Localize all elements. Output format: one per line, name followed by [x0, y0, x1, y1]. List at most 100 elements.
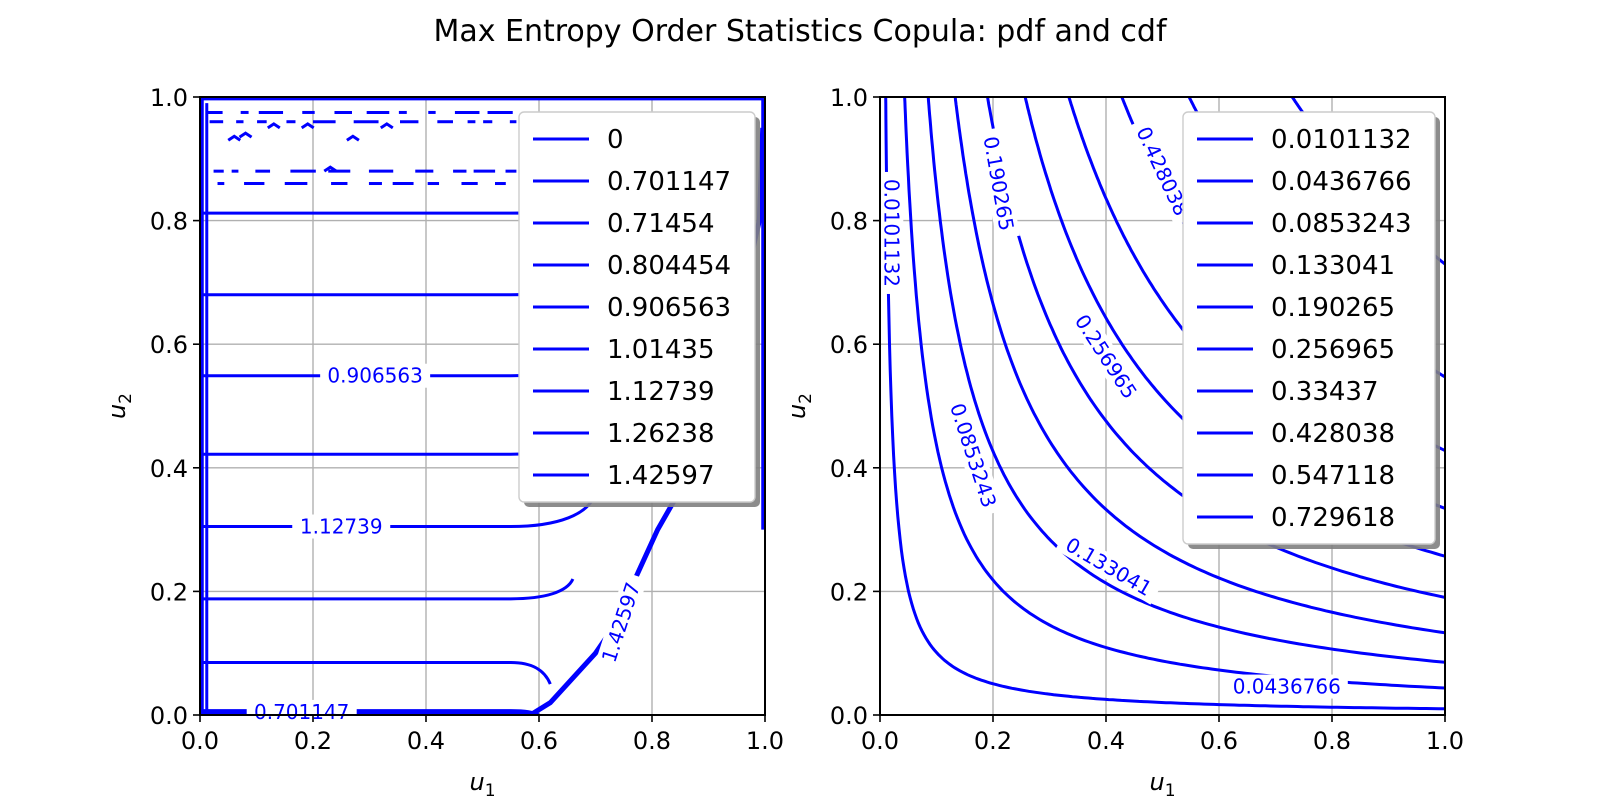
- contour-label-bg: [594, 571, 648, 673]
- x-tick-label: 1.0: [1426, 727, 1464, 755]
- legend-label: 0.256965: [1271, 335, 1395, 365]
- contour-label: 1.12739: [292, 514, 391, 539]
- contour-line: [323, 165, 338, 173]
- x-tick-label: 0.2: [974, 727, 1012, 755]
- legend-box: [518, 111, 756, 503]
- legend-label: 0.804454: [607, 251, 731, 281]
- legend-label: 0.906563: [607, 293, 731, 323]
- y-tick-label: 0.0: [150, 702, 188, 730]
- legend-label: 0.0436766: [1271, 167, 1412, 197]
- cdf-panel: 0.0101132 0.190265 0.428038 0.256965 0.08532…: [783, 84, 1464, 800]
- contour-label: 0.906563: [320, 363, 431, 388]
- legend-label: 0.701147: [607, 167, 731, 197]
- figure-title: Max Entropy Order Statistics Copula: pdf…: [433, 14, 1168, 49]
- legend-entry: 0.0101132: [1197, 125, 1412, 155]
- contour-label-text: 0.0436766: [1233, 675, 1341, 699]
- x-tick-label: 0.0: [181, 727, 219, 755]
- legend-box: [1182, 111, 1436, 545]
- contour-line: [379, 122, 394, 130]
- legend-entry: 0.906563: [533, 293, 731, 323]
- contour-label-bg: [977, 127, 1021, 240]
- y-tick-label: 1.0: [150, 84, 188, 112]
- x-tick-label: 0.4: [1087, 727, 1125, 755]
- legend-entry: 0: [533, 125, 624, 155]
- legend-label: 0.428038: [1271, 419, 1395, 449]
- legend-entry: 0.701147: [533, 167, 731, 197]
- legend-label: 0.547118: [1271, 461, 1395, 491]
- contour-line: [926, 97, 1445, 664]
- legend-entry: 1.12739: [533, 377, 715, 407]
- y-axis-label: u2: [103, 393, 136, 419]
- y-axis-label: u2: [783, 393, 816, 419]
- legend-entry: 1.26238: [533, 419, 715, 449]
- x-axis-label: u1: [1149, 768, 1175, 800]
- contour-label: 1.42597: [594, 571, 648, 673]
- contour-line: [238, 131, 253, 139]
- contour-line: [227, 134, 242, 142]
- y-tick-label: 0.8: [150, 208, 188, 236]
- contour-label-bg: [1225, 674, 1348, 699]
- legend-label: 1.42597: [607, 461, 715, 491]
- legend-entry: 0.0853243: [1197, 209, 1412, 239]
- contour-label-text: 0.906563: [327, 364, 422, 388]
- x-tick-label: 0.8: [633, 727, 671, 755]
- legend-label: 1.12739: [607, 377, 715, 407]
- contour-label-bg: [292, 514, 391, 539]
- x-tick-label: 1.0: [746, 727, 784, 755]
- contour-label-bg: [320, 363, 431, 388]
- legend-entry: 0.190265: [1197, 293, 1395, 323]
- y-tick-label: 0.2: [830, 578, 868, 606]
- legend-label: 0.133041: [1271, 251, 1395, 281]
- contour-line: [953, 97, 1445, 635]
- contour-label-text: 0.0101132: [879, 179, 903, 287]
- x-tick-label: 0.4: [407, 727, 445, 755]
- contour-label-text: 0.701147: [254, 700, 349, 724]
- legend-label: 0.729618: [1271, 503, 1395, 533]
- contour-line: [300, 122, 315, 130]
- legend-label: 0: [607, 125, 624, 155]
- y-tick-label: 0.4: [830, 455, 868, 483]
- contour-label-bg: [1128, 116, 1197, 227]
- legend-label: 0.0101132: [1271, 125, 1412, 155]
- contour-label-text: 0.133041: [1061, 532, 1156, 601]
- contour-label-bg: [942, 393, 1004, 518]
- contour-label-text: 1.42597: [597, 579, 645, 665]
- pdf-panel: 0.906563 1.12739 0.701147 1.42597 0.0 0.2 0.4 0…: [103, 84, 784, 800]
- y-tick-label: 0.2: [150, 578, 188, 606]
- legend-entry: 0.133041: [1197, 251, 1395, 281]
- y-tick-label: 0.6: [830, 331, 868, 359]
- legend: 0.0101132 0.0436766 0.0853243 0.133041 0.190…: [1182, 111, 1440, 549]
- contour-label: 0.701147: [246, 699, 357, 724]
- x-tick-label: 0.8: [1313, 727, 1351, 755]
- contour-line: [203, 660, 552, 685]
- contour-label-bg: [246, 699, 357, 724]
- legend-label: 0.190265: [1271, 293, 1395, 323]
- y-tick-label: 0.8: [830, 208, 868, 236]
- contour-label: 0.0436766: [1225, 674, 1348, 699]
- legend-label: 0.71454: [607, 209, 715, 239]
- x-axis-label: u1: [469, 768, 495, 800]
- legend-label: 0.0853243: [1271, 209, 1412, 239]
- legend-entry: 0.0436766: [1197, 167, 1412, 197]
- axes-frame: [199, 96, 766, 716]
- y-tick-label: 1.0: [830, 84, 868, 112]
- legend-label: 1.26238: [607, 419, 715, 449]
- x-tick-label: 0.6: [1200, 727, 1238, 755]
- legend-entry: 0.729618: [1197, 503, 1395, 533]
- contour-line: [203, 578, 575, 601]
- legend-entry: 0.547118: [1197, 461, 1395, 491]
- contour-label-bg: [1065, 303, 1147, 410]
- y-tick-label: 0.0: [830, 702, 868, 730]
- contour-line: [346, 134, 360, 142]
- x-tick-label: 0.6: [520, 727, 558, 755]
- legend-entry: 1.01435: [533, 335, 715, 365]
- legend-entry: 1.42597: [533, 461, 715, 491]
- contour-label-bg: [1055, 528, 1163, 605]
- legend-entry: 0.256965: [1197, 335, 1395, 365]
- legend-entry: 0.33437: [1197, 377, 1379, 407]
- legend-entry: 0.71454: [533, 209, 715, 239]
- contour-label-text: 0.190265: [979, 134, 1019, 232]
- y-tick-label: 0.4: [150, 455, 188, 483]
- contour-label: 0.0101132: [879, 171, 904, 294]
